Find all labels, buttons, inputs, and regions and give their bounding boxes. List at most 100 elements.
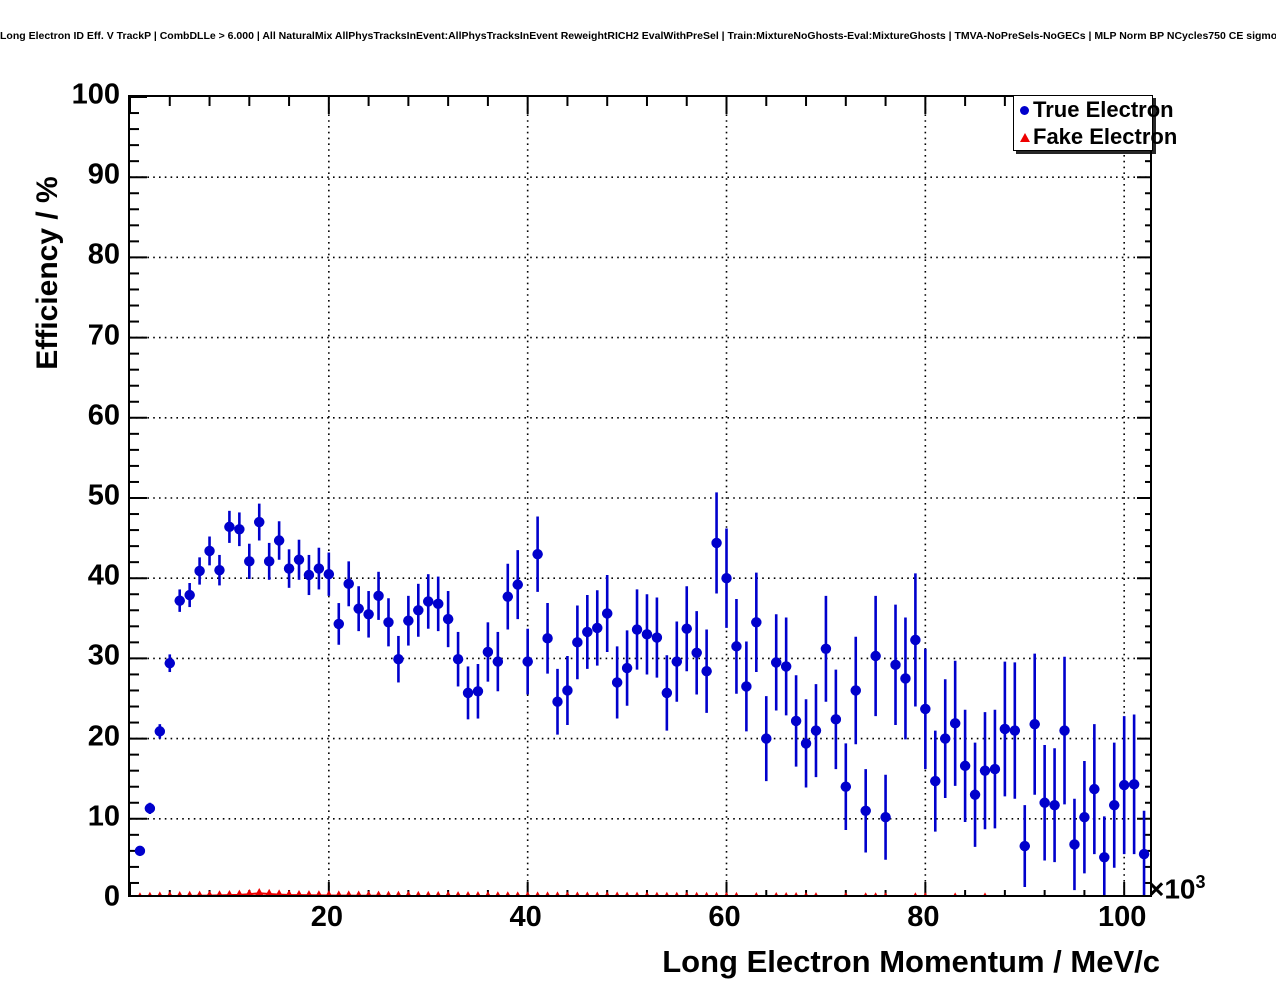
data-point — [462, 687, 474, 699]
data-point — [445, 890, 451, 895]
data-point — [286, 889, 292, 895]
data-point — [774, 891, 778, 895]
data-point — [844, 892, 848, 895]
data-point — [535, 891, 540, 895]
data-point — [236, 889, 243, 895]
legend[interactable]: True Electron Fake Electron — [1013, 95, 1177, 151]
data-point — [214, 564, 225, 576]
data-point — [502, 591, 513, 602]
data-point — [366, 890, 372, 895]
data-point — [694, 891, 699, 895]
data-point — [874, 892, 878, 895]
data-point — [790, 715, 802, 727]
y-tick-label-30: 30 — [87, 639, 120, 672]
data-point — [771, 657, 782, 668]
data-point — [472, 686, 484, 697]
data-point — [485, 891, 491, 895]
data-point — [522, 656, 533, 667]
data-point — [920, 703, 931, 715]
data-point — [363, 609, 374, 620]
triangle-marker-icon — [1017, 127, 1033, 147]
data-point — [373, 590, 384, 602]
data-point — [184, 589, 195, 601]
data-point — [704, 891, 709, 895]
y-tick-label-20: 20 — [87, 720, 120, 753]
data-point — [134, 845, 146, 857]
data-point — [953, 892, 957, 895]
data-point — [194, 565, 205, 577]
data-point — [144, 803, 156, 814]
x-axis-exponent-base: ×10 — [1148, 873, 1196, 905]
y-tick-label-90: 90 — [87, 158, 120, 191]
data-point — [455, 891, 461, 895]
data-point — [1059, 725, 1070, 736]
data-point — [1009, 725, 1021, 736]
data-point — [949, 718, 961, 729]
data-point — [525, 891, 530, 895]
y-tick-label-0: 0 — [103, 880, 120, 913]
data-point — [164, 658, 175, 669]
data-point — [635, 891, 639, 895]
data-point — [244, 556, 255, 567]
data-point — [674, 891, 679, 895]
data-point — [884, 892, 888, 895]
data-point — [296, 889, 302, 895]
data-point — [157, 891, 162, 895]
x-axis-tick-labels: 20 40 60 80 100 — [128, 903, 1152, 943]
data-point — [711, 537, 722, 549]
legend-item-fake-electron[interactable]: Fake Electron — [1014, 123, 1177, 150]
data-point — [207, 890, 213, 895]
data-point — [870, 650, 881, 662]
data-point — [651, 632, 663, 643]
data-point — [283, 563, 295, 574]
data-point — [913, 892, 917, 895]
data-point — [545, 891, 550, 895]
data-point — [167, 891, 172, 895]
data-point — [562, 685, 573, 696]
data-point — [1128, 779, 1140, 790]
data-point — [731, 641, 742, 652]
data-point — [204, 545, 215, 557]
data-point — [890, 659, 901, 671]
data-point — [413, 605, 424, 616]
data-point — [482, 646, 494, 658]
data-point — [396, 890, 401, 895]
data-point — [435, 890, 441, 895]
data-point — [1019, 840, 1030, 852]
data-point — [621, 662, 633, 674]
data-point — [751, 617, 762, 628]
data-point — [336, 890, 342, 895]
y-tick-label-100: 100 — [71, 78, 120, 111]
y-tick-label-10: 10 — [87, 800, 120, 833]
data-point — [794, 892, 798, 895]
data-point — [989, 763, 1001, 775]
data-point — [1099, 852, 1110, 863]
data-point — [403, 615, 414, 626]
data-point — [999, 723, 1011, 735]
circle-marker-icon — [1017, 100, 1033, 120]
data-point — [645, 891, 649, 895]
series-fake-electron — [138, 888, 987, 895]
data-point — [565, 891, 570, 895]
data-point — [734, 891, 739, 895]
data-point — [959, 760, 971, 772]
data-point — [492, 656, 504, 667]
data-point — [306, 890, 312, 895]
x-tick-label-20: 20 — [310, 901, 343, 933]
data-point — [582, 626, 593, 638]
data-point — [393, 654, 404, 665]
data-point — [814, 892, 818, 895]
y-tick-label-40: 40 — [87, 559, 120, 592]
data-point — [426, 890, 431, 895]
legend-item-true-electron[interactable]: True Electron — [1014, 96, 1174, 123]
data-point — [721, 573, 732, 584]
y-tick-label-60: 60 — [87, 399, 120, 432]
data-point — [923, 892, 927, 895]
data-point — [830, 714, 842, 725]
data-point — [625, 891, 629, 895]
data-point — [681, 623, 692, 634]
data-point — [1118, 779, 1130, 791]
data-point — [273, 535, 285, 546]
series-true-electron — [134, 492, 1150, 895]
data-point — [276, 889, 283, 895]
